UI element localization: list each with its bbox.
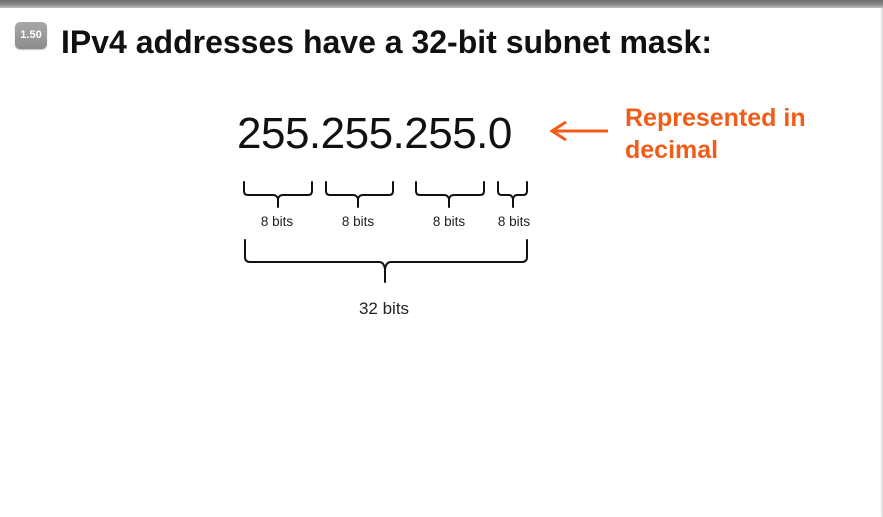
slide-edge (880, 8, 883, 517)
octet-label-2: 8 bits (341, 214, 375, 229)
total-brace (244, 239, 528, 283)
top-bar (0, 0, 883, 8)
octet-label-3: 8 bits (432, 214, 466, 229)
octet-brace-2 (325, 181, 394, 208)
octet-brace-4 (497, 181, 528, 208)
octet-brace-1 (243, 181, 313, 208)
octet-brace-3 (415, 181, 485, 208)
decimal-annotation: Represented in decimal (625, 104, 806, 164)
octet-label-1: 8 bits (260, 214, 294, 229)
total-bits-label: 32 bits (358, 299, 410, 318)
left-arrow-icon (549, 120, 608, 142)
slide-title: IPv4 addresses have a 32-bit subnet mask… (61, 24, 712, 60)
octet-label-4: 8 bits (497, 214, 531, 229)
section-badge: 1.50 (15, 22, 47, 49)
subnet-mask-value: 255.255.255.0 (237, 109, 512, 158)
